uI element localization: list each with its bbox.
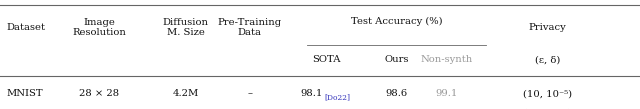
Text: (ε, δ): (ε, δ): [534, 55, 560, 64]
Text: 28 × 28: 28 × 28: [79, 89, 119, 98]
Text: 4.2M: 4.2M: [172, 89, 199, 98]
Text: SOTA: SOTA: [312, 55, 340, 64]
Text: Ours: Ours: [385, 55, 409, 64]
Text: Privacy: Privacy: [529, 23, 566, 32]
Text: 99.1: 99.1: [436, 89, 458, 98]
Text: [Do22]: [Do22]: [324, 93, 351, 101]
Text: Non-synth: Non-synth: [420, 55, 473, 64]
Text: Image
Resolution: Image Resolution: [72, 18, 126, 37]
Text: –: –: [247, 89, 252, 98]
Text: 98.1: 98.1: [301, 89, 323, 98]
Text: Test Accuracy (%): Test Accuracy (%): [351, 17, 443, 26]
Text: 98.6: 98.6: [386, 89, 408, 98]
Text: Diffusion
M. Size: Diffusion M. Size: [163, 18, 209, 37]
Text: Dataset: Dataset: [6, 23, 45, 32]
Text: (10, 10⁻⁵): (10, 10⁻⁵): [523, 89, 572, 98]
Text: Pre-Training
Data: Pre-Training Data: [218, 18, 282, 37]
Text: MNIST: MNIST: [6, 89, 43, 98]
